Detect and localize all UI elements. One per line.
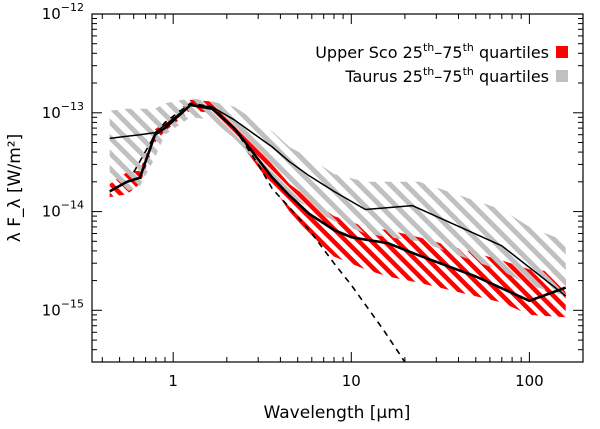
y-tick-label: 10−13 <box>42 100 84 122</box>
x-tick-label: 100 <box>515 372 544 390</box>
legend-swatch-taurus <box>556 70 568 82</box>
legend-label-upper-sco: Upper Sco 25th–75th quartiles <box>315 41 549 62</box>
band-upper-sco <box>109 99 566 318</box>
y-tick-label: 10−14 <box>42 199 84 221</box>
legend-swatch-upper-sco <box>556 46 568 58</box>
line-photosphere <box>133 102 406 362</box>
y-tick-label: 10−12 <box>42 1 84 23</box>
y-axis-title: λ F_λ [W/m²] <box>5 134 25 242</box>
band-taurus <box>109 98 566 296</box>
x-tick-label: 1 <box>168 372 178 390</box>
x-tick-label: 10 <box>342 372 361 390</box>
line-upper-sco-median <box>109 103 567 303</box>
x-axis-title: Wavelength [μm] <box>264 403 411 423</box>
line-taurus-median <box>109 104 567 297</box>
legend-label-taurus: Taurus 25th–75th quartiles <box>344 65 549 86</box>
y-tick-label: 10−15 <box>42 297 84 319</box>
legend: Upper Sco 25th–75th quartiles Taurus 25t… <box>315 41 568 86</box>
plot-frame <box>91 13 584 363</box>
